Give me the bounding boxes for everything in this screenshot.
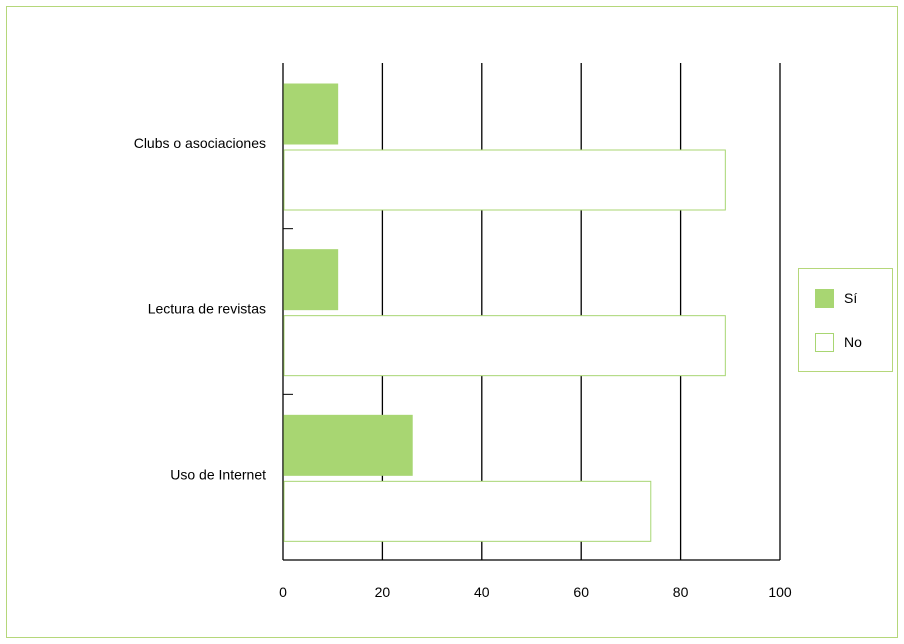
legend-swatch-no <box>815 332 834 352</box>
x-tick-label-80: 80 <box>673 584 689 600</box>
legend-item-no: No <box>815 331 862 353</box>
bar-si-0 <box>283 83 339 145</box>
bar-no-2 <box>283 480 652 542</box>
tick-marks <box>283 228 293 395</box>
x-tick-label-60: 60 <box>573 584 589 600</box>
bar-si-1 <box>283 249 339 311</box>
x-tick-label-100: 100 <box>768 584 792 600</box>
x-tick-label-40: 40 <box>474 584 490 600</box>
category-label-2: Uso de Internet <box>170 466 266 482</box>
bars <box>283 83 726 542</box>
legend-item-si: Sí <box>815 287 857 309</box>
bar-no-0 <box>283 149 726 211</box>
x-tick-label-0: 0 <box>279 584 287 600</box>
legend-label-si: Sí <box>844 290 858 306</box>
x-tick-label-20: 20 <box>375 584 391 600</box>
bar-no-1 <box>283 315 726 377</box>
gridlines <box>282 63 781 561</box>
category-label-0: Clubs o asociaciones <box>134 135 266 151</box>
legend: Sí No <box>798 268 893 372</box>
category-label-1: Lectura de revistas <box>148 301 266 317</box>
legend-swatch-si <box>815 288 834 308</box>
bar-si-2 <box>283 414 413 476</box>
category-labels: Clubs o asociaciones Lectura de revistas U… <box>134 135 266 482</box>
legend-label-no: No <box>844 334 862 350</box>
x-tick-labels: 0 20 40 60 80 100 <box>279 584 792 600</box>
